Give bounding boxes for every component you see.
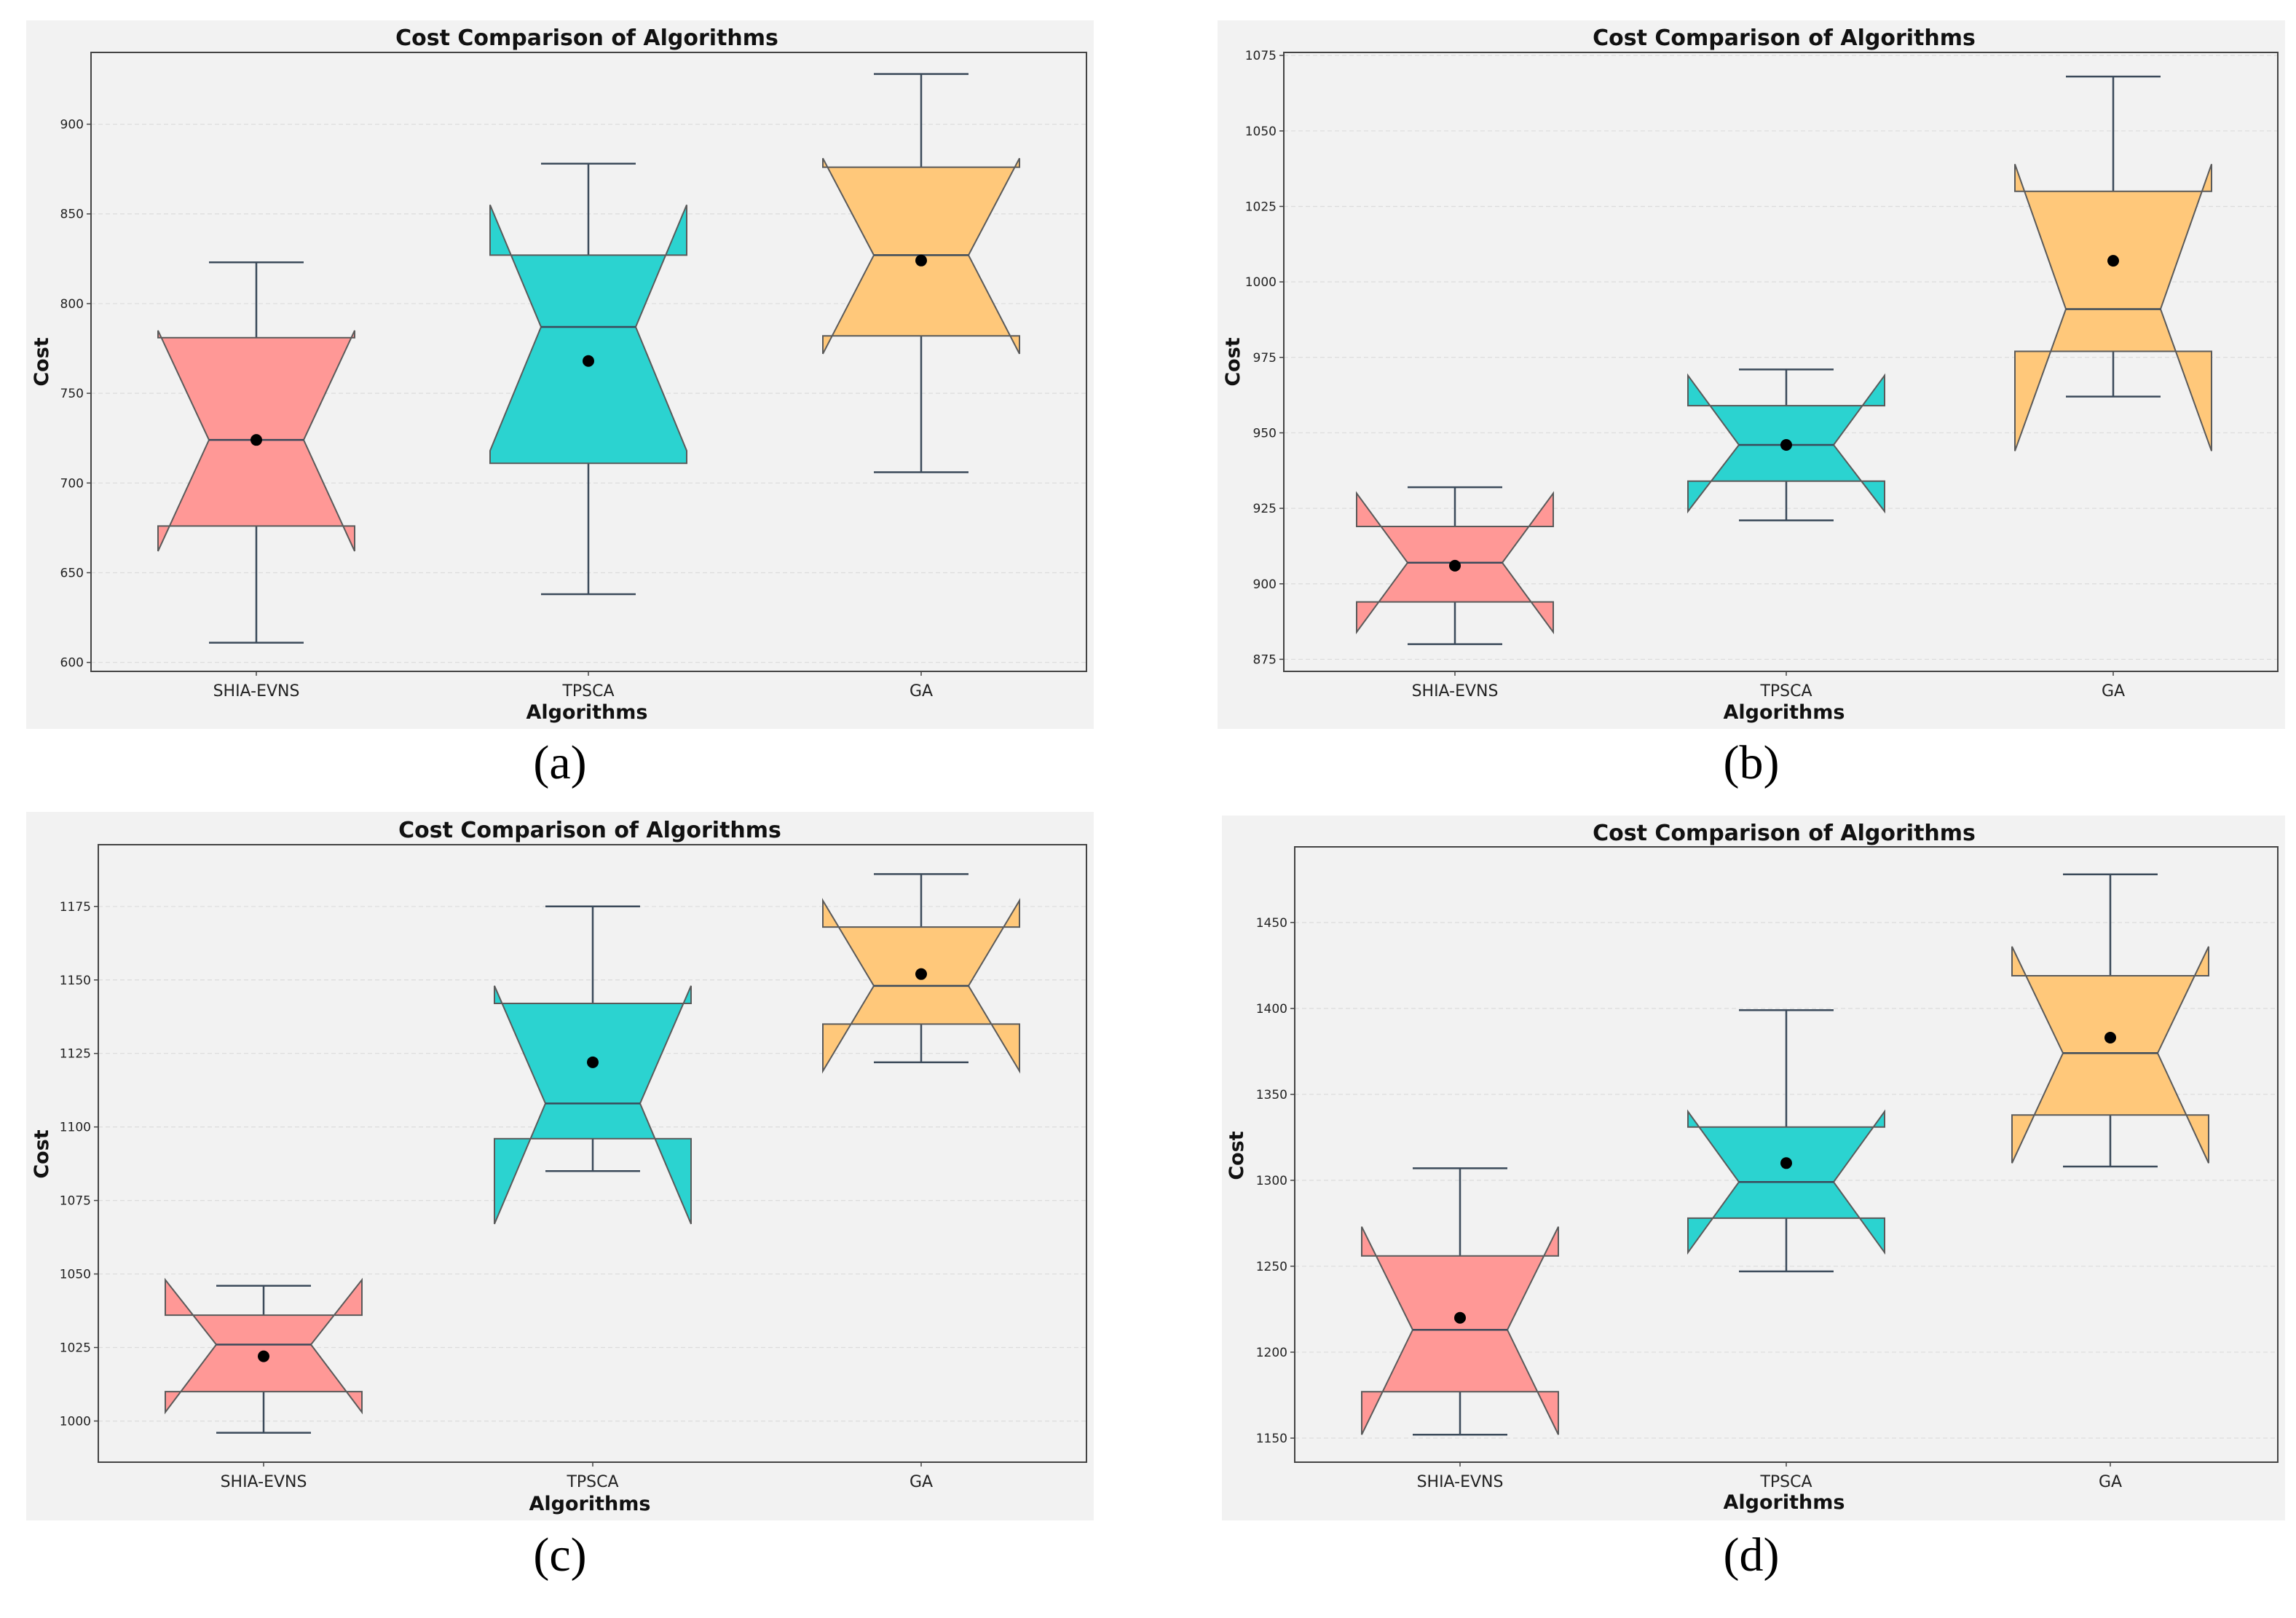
chart-title: Cost Comparison of Algorithms bbox=[395, 25, 778, 51]
x-axis-title: Algorithms bbox=[1724, 701, 1845, 724]
mean-marker bbox=[915, 968, 927, 980]
panel-b-background bbox=[1218, 20, 2285, 729]
chart-title: Cost Comparison of Algorithms bbox=[1593, 821, 1976, 846]
y-axis-title: Cost bbox=[1226, 1131, 1248, 1180]
y-tick-label: 1175 bbox=[60, 900, 91, 915]
y-axis-title: Cost bbox=[31, 337, 53, 386]
y-tick-label: 600 bbox=[60, 656, 84, 671]
y-tick-label: 1050 bbox=[1245, 125, 1277, 139]
chart-panel-b: 875 900 925 950 975 1000 1025 1050 1075 SHIA-EVNS… bbox=[1222, 25, 2279, 724]
mean-marker bbox=[258, 1350, 269, 1362]
panel-a-caption: (a) bbox=[533, 736, 587, 789]
y-tick-label: 1050 bbox=[60, 1268, 91, 1282]
y-tick-label: 1150 bbox=[60, 974, 91, 988]
y-tick-label: 800 bbox=[60, 297, 84, 312]
y-tick-label: 750 bbox=[60, 387, 84, 401]
y-tick-label: 1000 bbox=[60, 1414, 91, 1429]
x-tick-label: SHIA-EVNS bbox=[221, 1473, 307, 1491]
y-tick-label: 1250 bbox=[1256, 1260, 1287, 1274]
y-axis-title: Cost bbox=[1222, 337, 1244, 386]
y-tick-label: 1350 bbox=[1256, 1088, 1287, 1102]
x-tick-label: SHIA-EVNS bbox=[1412, 682, 1499, 701]
y-tick-label: 1075 bbox=[1245, 49, 1277, 63]
mean-marker bbox=[1780, 1157, 1792, 1169]
y-tick-label: 1025 bbox=[1245, 200, 1277, 214]
mean-marker bbox=[1454, 1311, 1466, 1324]
x-tick-label: GA bbox=[2099, 1473, 2122, 1491]
notched-box-ga bbox=[2011, 946, 2209, 1164]
mean-marker bbox=[1780, 439, 1792, 451]
panel-b-caption: (b) bbox=[1723, 736, 1780, 789]
y-tick-label: 650 bbox=[60, 566, 84, 580]
mean-marker bbox=[583, 355, 594, 367]
y-axis-title: Cost bbox=[31, 1129, 53, 1178]
y-tick-label: 975 bbox=[1253, 351, 1277, 366]
y-tick-label: 1400 bbox=[1256, 1002, 1287, 1017]
y-tick-label: 1450 bbox=[1256, 916, 1287, 931]
x-axis-title: Algorithms bbox=[526, 701, 648, 724]
y-tick-label: 900 bbox=[1253, 577, 1277, 592]
chart-title: Cost Comparison of Algorithms bbox=[398, 818, 781, 843]
y-tick-label: 950 bbox=[1253, 426, 1277, 441]
x-tick-label: SHIA-EVNS bbox=[213, 682, 300, 701]
panel-d-caption: (d) bbox=[1723, 1528, 1780, 1582]
notched-box-ga bbox=[2014, 164, 2212, 451]
x-tick-label: GA bbox=[910, 1473, 933, 1491]
y-tick-label: 1075 bbox=[60, 1194, 91, 1209]
x-tick-label: TPSCA bbox=[1759, 1473, 1812, 1491]
y-tick-label: 1000 bbox=[1245, 275, 1277, 290]
mean-marker bbox=[587, 1056, 599, 1068]
y-tick-label: 1200 bbox=[1256, 1346, 1287, 1360]
x-tick-label: SHIA-EVNS bbox=[1417, 1473, 1504, 1491]
notched-box-tpsca bbox=[489, 205, 687, 465]
x-axis-title: Algorithms bbox=[529, 1493, 651, 1515]
mean-marker bbox=[250, 434, 262, 446]
y-tick-label: 900 bbox=[60, 118, 84, 133]
y-tick-label: 925 bbox=[1253, 502, 1277, 516]
x-tick-label: GA bbox=[910, 682, 933, 701]
plot-frame bbox=[1283, 52, 2279, 672]
mean-marker bbox=[2104, 1031, 2116, 1043]
panel-c-caption: (c) bbox=[533, 1528, 587, 1582]
y-tick-label: 875 bbox=[1253, 652, 1277, 667]
mean-marker bbox=[1449, 559, 1461, 572]
y-tick-label: 850 bbox=[60, 208, 84, 222]
mean-marker bbox=[2107, 255, 2119, 267]
mean-marker bbox=[915, 254, 927, 267]
chart-panel-a: 600 650 700 750 800 850 900 SHIA-EVNS TPSCA GA Cos… bbox=[31, 25, 1087, 724]
y-tick-label: 1125 bbox=[60, 1047, 91, 1062]
y-tick-label: 1300 bbox=[1256, 1174, 1287, 1188]
y-tick-label: 1100 bbox=[60, 1121, 91, 1135]
x-tick-label: TPSCA bbox=[1759, 682, 1812, 701]
notched-box-shia-evns bbox=[165, 1277, 363, 1415]
y-tick-label: 1150 bbox=[1256, 1432, 1287, 1446]
x-tick-label: TPSCA bbox=[566, 1473, 618, 1491]
chart-panel-c: 1000 1025 1050 1075 1100 1125 1150 1175 SHIA-EVN… bbox=[31, 818, 1087, 1515]
x-axis-title: Algorithms bbox=[1724, 1491, 1845, 1514]
y-tick-label: 700 bbox=[60, 476, 84, 491]
x-tick-label: GA bbox=[2102, 682, 2125, 701]
notched-box-tpsca bbox=[494, 985, 692, 1225]
x-tick-label: TPSCA bbox=[561, 682, 614, 701]
y-tick-label: 1025 bbox=[60, 1341, 91, 1356]
chart-title: Cost Comparison of Algorithms bbox=[1593, 25, 1976, 51]
